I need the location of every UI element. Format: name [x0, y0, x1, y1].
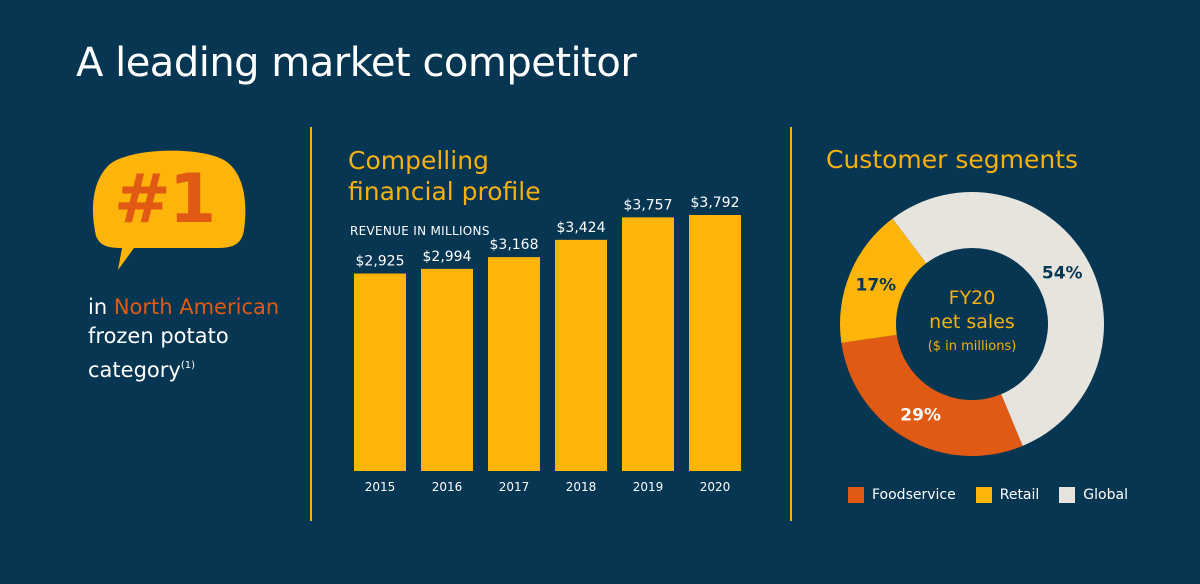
- legend-item-global: Global: [1059, 487, 1128, 503]
- legend-swatch: [848, 487, 864, 503]
- segments-legend: Foodservice Retail Global: [848, 487, 1148, 503]
- caption-highlight: North American: [113, 295, 280, 319]
- slice-percent-label: 17%: [855, 275, 896, 295]
- footnote-marker: (1): [180, 360, 195, 371]
- revenue-subheading: REVENUE IN MILLIONS: [350, 224, 490, 238]
- bar-value-label: $3,757: [624, 197, 673, 213]
- segments-heading: Customer segments: [826, 145, 1079, 174]
- donut-slice-global: [892, 192, 1104, 446]
- ranking-caption: in North American frozen potato category…: [88, 293, 298, 385]
- revenue-heading-line2: financial profile: [348, 177, 541, 206]
- page-title: A leading market competitor: [76, 40, 637, 86]
- x-tick-label: 2020: [700, 480, 731, 494]
- bar-2020: [689, 215, 741, 471]
- bar-2016: [421, 268, 473, 471]
- legend-label: Foodservice: [872, 487, 956, 503]
- bar-value-label: $3,792: [691, 195, 740, 211]
- ranking-badge: #1: [113, 160, 216, 239]
- donut-center-label: net sales: [929, 311, 1015, 333]
- legend-label: Retail: [999, 487, 1040, 503]
- legend-swatch: [1059, 487, 1076, 503]
- caption-line2: frozen potato: [88, 324, 229, 348]
- divider-right: [790, 127, 792, 521]
- x-tick-label: 2017: [499, 480, 530, 494]
- donut-center-label: FY20: [949, 287, 996, 309]
- legend-label: Global: [1083, 487, 1128, 503]
- legend-item-foodservice: Foodservice: [848, 487, 956, 503]
- bar-2018: [555, 239, 607, 471]
- revenue-heading-line1: Compelling: [348, 146, 489, 175]
- legend-swatch: [975, 487, 992, 503]
- donut-slice-retail: [840, 218, 927, 343]
- bar-2017: [488, 257, 540, 471]
- bar-2019: [622, 217, 674, 471]
- revenue-heading: Compelling financial profile: [348, 145, 598, 207]
- revenue-bar-chart: $2,925 2015 $2,994 2016 $3,168 2017 $3,424 2018…: [354, 195, 741, 494]
- bar-2015: [354, 273, 406, 471]
- bar-value-label: $2,925: [356, 254, 405, 270]
- legend-item-retail: Retail: [975, 487, 1040, 503]
- x-tick-label: 2015: [365, 480, 396, 494]
- bar-value-label: $3,168: [490, 237, 539, 253]
- speech-bubble-icon: [92, 150, 246, 270]
- donut-slice-foodservice: [841, 334, 1023, 456]
- x-tick-label: 2018: [566, 480, 597, 494]
- bar-value-label: $2,994: [423, 249, 472, 265]
- slice-percent-label: 54%: [1042, 263, 1083, 283]
- caption-line3: category: [88, 358, 181, 382]
- divider-left: [310, 127, 312, 521]
- donut-center-label: ($ in millions): [928, 339, 1017, 354]
- slice-percent-label: 29%: [900, 405, 941, 425]
- x-tick-label: 2019: [633, 480, 664, 494]
- caption-prefix: in: [88, 295, 114, 319]
- x-tick-label: 2016: [432, 480, 463, 494]
- bar-value-label: $3,424: [557, 220, 606, 236]
